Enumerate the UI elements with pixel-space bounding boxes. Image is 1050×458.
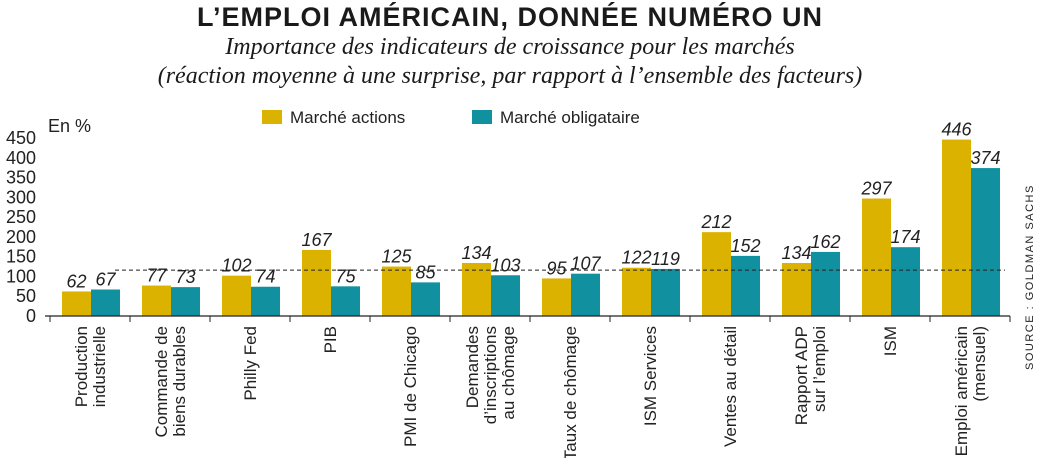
bar-actions	[942, 139, 971, 316]
bars	[62, 139, 1000, 316]
value-label: 122	[621, 248, 651, 268]
value-label: 174	[890, 227, 920, 247]
category-label: Emploi américain(mensuel)	[952, 326, 989, 456]
value-label: 75	[335, 266, 356, 286]
bar-obligataire	[91, 289, 120, 316]
bar-actions	[622, 267, 651, 316]
category-label: Productionindustrielle	[72, 326, 109, 407]
bar-obligataire	[171, 287, 200, 316]
bar-obligataire	[971, 168, 1000, 316]
bar-actions	[782, 262, 811, 316]
category-label: PMI de Chicago	[401, 326, 420, 447]
y-tick-label: 400	[6, 148, 36, 168]
y-tick-label: 300	[6, 187, 36, 207]
bar-actions	[702, 232, 731, 316]
value-label: 297	[860, 179, 892, 199]
value-label: 152	[730, 236, 760, 256]
bar-obligataire	[251, 286, 280, 316]
y-axis-unit: En %	[48, 116, 91, 136]
bar-actions	[222, 275, 251, 316]
bar-actions	[462, 262, 491, 316]
legend: Marché actions Marché obligataire	[262, 108, 640, 127]
category-label: Commande debiens durables	[152, 326, 189, 438]
value-label: 374	[970, 148, 1000, 168]
bar-actions	[382, 266, 411, 316]
y-tick-label: 0	[26, 306, 36, 326]
value-label: 125	[381, 247, 412, 267]
category-label: Ventes au détail	[721, 326, 740, 447]
bar-obligataire	[491, 275, 520, 316]
bar-obligataire	[571, 273, 600, 316]
value-label: 134	[781, 243, 811, 263]
bar-obligataire	[811, 251, 840, 316]
value-label: 102	[221, 256, 251, 276]
x-axis: Productionindustrielle Commande debiens d…	[45, 315, 1011, 458]
bar-obligataire	[331, 286, 360, 316]
bar-obligataire	[411, 282, 440, 316]
value-label: 134	[461, 243, 491, 263]
category-label: PIB	[321, 326, 340, 353]
category-label: Rapport ADPsur l’emploi	[792, 326, 829, 425]
source-note: SOURCE : GOLDMAN SACHS	[1024, 184, 1036, 370]
value-label: 74	[255, 267, 275, 287]
value-label: 85	[415, 262, 436, 282]
category-label: Demandesd’inscriptionsau chômage	[463, 326, 518, 424]
y-tick-label: 350	[6, 168, 36, 188]
category-label: Philly Fed	[241, 326, 260, 401]
bar-actions	[302, 249, 331, 316]
value-label: 73	[175, 267, 195, 287]
y-tick-label: 50	[16, 286, 36, 306]
bar-actions	[142, 285, 171, 316]
bar-obligataire	[651, 268, 680, 316]
legend-label: Marché actions	[290, 108, 405, 127]
value-label: 62	[66, 271, 86, 291]
y-tick-label: 100	[6, 266, 36, 286]
legend-label: Marché obligataire	[500, 108, 640, 127]
chart-subtitle-line-2: (réaction moyenne à une surprise, par ra…	[157, 63, 863, 89]
chart-subtitle-line-1: Importance des indicateurs de croissance…	[225, 34, 795, 60]
y-tick-label: 450	[6, 128, 36, 148]
value-label: 103	[490, 255, 520, 275]
y-tick-label: 200	[6, 227, 36, 247]
legend-swatch	[472, 110, 492, 124]
legend-swatch	[262, 110, 282, 124]
category-label: ISM	[881, 326, 900, 356]
value-label: 162	[810, 232, 840, 252]
bar-obligataire	[731, 255, 760, 316]
y-tick-label: 250	[6, 207, 36, 227]
bar-actions	[862, 198, 891, 316]
value-label: 67	[95, 269, 116, 289]
bar-actions	[542, 278, 571, 316]
y-tick-label: 150	[6, 247, 36, 267]
bar-actions	[62, 291, 91, 316]
value-label: 167	[301, 230, 332, 250]
category-label: ISM Services	[641, 326, 660, 426]
category-label: Taux de chômage	[561, 326, 580, 458]
bar-obligataire	[891, 247, 920, 316]
value-label: 119	[651, 249, 680, 269]
value-label: 77	[146, 266, 167, 286]
chart-title: L’EMPLOI AMÉRICAIN, DONNÉE NUMÉRO UN	[196, 2, 824, 32]
value-label: 95	[546, 258, 567, 278]
value-label: 107	[570, 254, 601, 274]
value-label: 212	[700, 212, 731, 232]
value-label: 446	[941, 120, 972, 140]
